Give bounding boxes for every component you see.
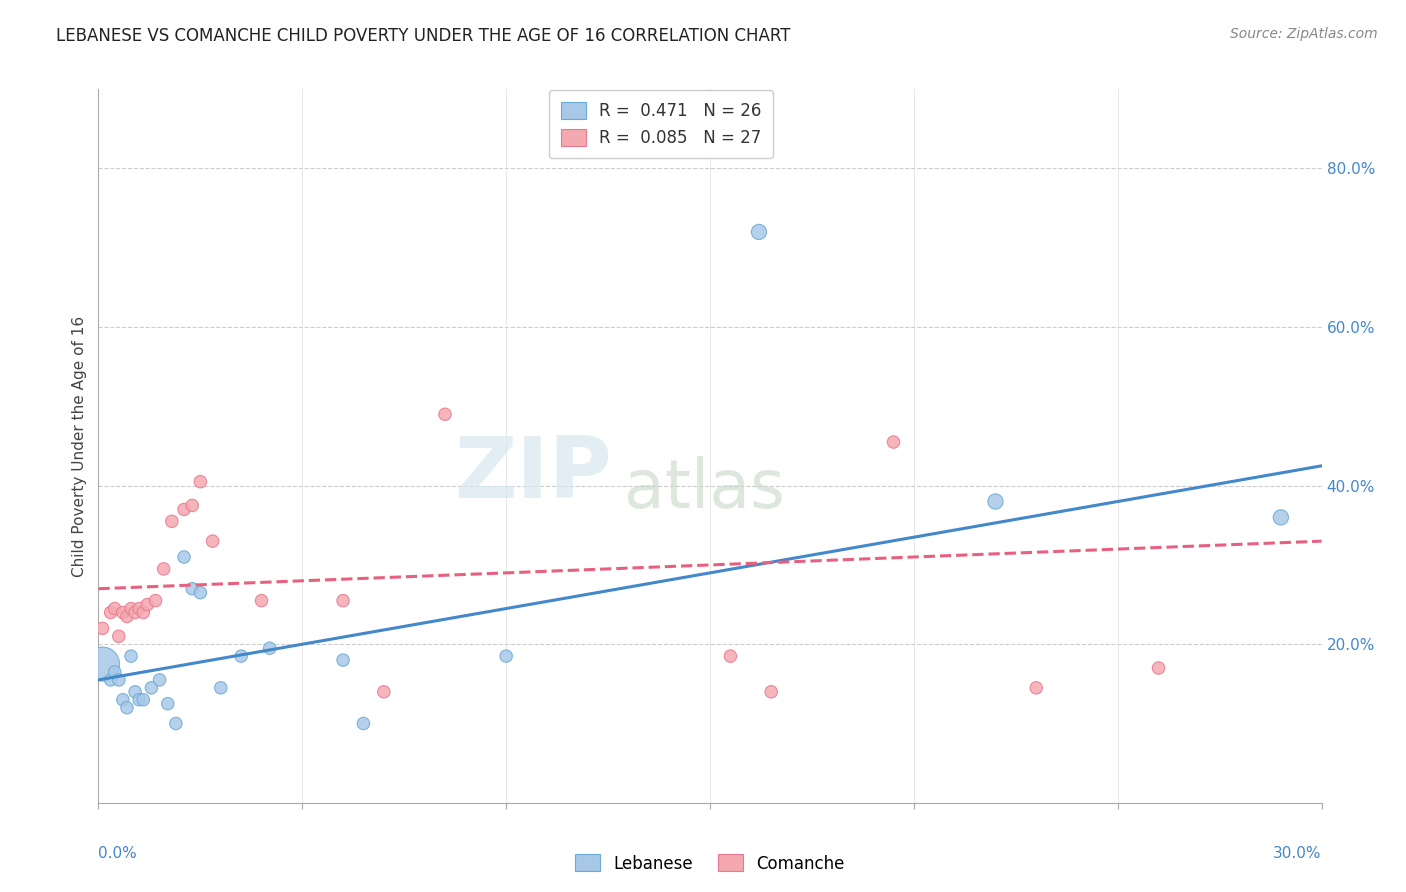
Text: 30.0%: 30.0% [1274, 846, 1322, 861]
Point [259, 641, 281, 656]
Point [141, 681, 163, 695]
Text: ZIP: ZIP [454, 433, 612, 516]
Point [128, 601, 150, 615]
Point [100, 606, 122, 620]
Point [209, 681, 232, 695]
Point [132, 692, 155, 706]
Legend: R =  0.471   N = 26, R =  0.085   N = 27: R = 0.471 N = 26, R = 0.085 N = 27 [550, 90, 773, 159]
Point [173, 502, 195, 516]
Point [108, 673, 131, 687]
Point [136, 598, 159, 612]
Point [231, 649, 253, 664]
Point [434, 407, 457, 421]
Point [250, 593, 273, 607]
Point [124, 685, 146, 699]
Point [128, 692, 150, 706]
Point [149, 673, 172, 687]
Point [1270, 510, 1292, 524]
Point [100, 673, 122, 687]
Point [181, 582, 204, 596]
Point [120, 649, 142, 664]
Point [91, 621, 114, 635]
Y-axis label: Child Poverty Under the Age of 16: Child Poverty Under the Age of 16 [72, 316, 87, 576]
Point [111, 606, 134, 620]
Point [748, 225, 770, 239]
Point [883, 435, 905, 450]
Point [761, 685, 783, 699]
Point [152, 562, 174, 576]
Point [1025, 681, 1047, 695]
Point [720, 649, 742, 664]
Point [91, 657, 114, 671]
Point [124, 606, 146, 620]
Point [495, 649, 517, 664]
Legend: Lebanese, Comanche: Lebanese, Comanche [568, 847, 852, 880]
Point [181, 499, 204, 513]
Point [1147, 661, 1170, 675]
Point [111, 692, 134, 706]
Point [173, 549, 195, 564]
Point [160, 514, 183, 528]
Text: atlas: atlas [624, 456, 786, 522]
Point [332, 593, 354, 607]
Point [352, 716, 374, 731]
Text: Source: ZipAtlas.com: Source: ZipAtlas.com [1230, 27, 1378, 41]
Point [156, 697, 179, 711]
Text: LEBANESE VS COMANCHE CHILD POVERTY UNDER THE AGE OF 16 CORRELATION CHART: LEBANESE VS COMANCHE CHILD POVERTY UNDER… [56, 27, 790, 45]
Point [104, 665, 127, 679]
Point [373, 685, 395, 699]
Point [332, 653, 354, 667]
Point [132, 606, 155, 620]
Point [165, 716, 187, 731]
Point [115, 609, 138, 624]
Point [108, 629, 131, 643]
Point [201, 534, 224, 549]
Text: 0.0%: 0.0% [98, 846, 138, 861]
Point [188, 475, 212, 489]
Point [115, 700, 138, 714]
Point [145, 593, 167, 607]
Point [104, 601, 127, 615]
Point [188, 585, 212, 599]
Point [984, 494, 1007, 508]
Point [120, 601, 142, 615]
